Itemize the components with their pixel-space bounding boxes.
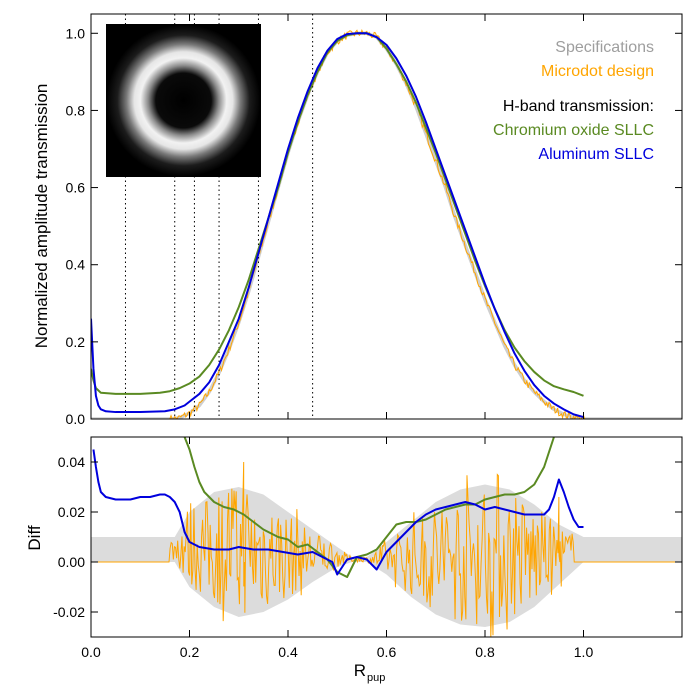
bottom-chromium-diff [183, 437, 555, 578]
x-axis-label: R [354, 661, 366, 680]
top-ytick-label-0: 0.0 [66, 411, 86, 427]
top-ytick-label-3: 0.6 [66, 180, 86, 196]
bottom-specifications-envelope [91, 484, 682, 627]
legend-chromium: Chromium oxide SLLC [493, 122, 654, 139]
pupil-mask-inset [106, 24, 261, 177]
xtick-label-1: 0.2 [180, 644, 200, 660]
xtick-label-0: 0.0 [81, 644, 101, 660]
legend-heading: H-band transmission: [503, 98, 654, 115]
top-y-tick-labels: 0.0 0.2 0.4 0.6 0.8 1.0 [66, 25, 86, 427]
legend: Specifications Microdot design H-band tr… [493, 39, 654, 163]
bottom-chromium-line [183, 437, 555, 578]
bottom-axis-ticks [90, 437, 682, 637]
bottom-ytick-label-0: -0.02 [53, 604, 85, 620]
bottom-ytick-label-2: 0.02 [58, 504, 85, 520]
inset-ring-image [106, 24, 261, 177]
top-ytick-label-1: 0.2 [66, 334, 86, 350]
bottom-aluminum-line [92, 449, 584, 576]
x-tick-labels: 0.0 0.2 0.4 0.6 0.8 1.0 [81, 644, 593, 660]
xtick-label-3: 0.6 [377, 644, 397, 660]
xtick-label-5: 1.0 [574, 644, 594, 660]
xtick-label-2: 0.4 [278, 644, 298, 660]
bottom-ytick-label-1: 0.00 [58, 554, 85, 570]
bottom-envelope-area [91, 484, 682, 627]
top-aluminum-curve [91, 32, 584, 419]
top-y-axis-label: Normalized amplitude transmission [32, 84, 51, 349]
x-axis-label-subscript: pup [367, 672, 385, 684]
top-panel: 0.0 0.2 0.4 0.6 0.8 1.0 Normalized amplitude … [32, 13, 683, 427]
bottom-y-tick-labels: -0.02 0.00 0.02 0.04 [53, 454, 85, 620]
top-ytick-label-2: 0.4 [66, 257, 86, 273]
bottom-aluminum-diff [92, 449, 584, 576]
bottom-y-axis-label: Diff [25, 525, 44, 550]
top-ytick-label-5: 1.0 [66, 25, 86, 41]
legend-specifications: Specifications [555, 39, 654, 56]
bottom-ytick-label-3: 0.04 [58, 454, 85, 470]
legend-aluminum: Aluminum SLLC [538, 146, 654, 163]
legend-microdot: Microdot design [541, 63, 654, 80]
top-aluminum-line [91, 32, 584, 419]
top-ytick-label-4: 0.8 [66, 102, 86, 118]
bottom-panel: -0.02 0.00 0.02 0.04 0.0 0.2 0.4 0.6 0.8 1.0 Dif… [25, 436, 683, 684]
top-axis-ticks [90, 14, 682, 420]
xtick-label-4: 0.8 [475, 644, 495, 660]
